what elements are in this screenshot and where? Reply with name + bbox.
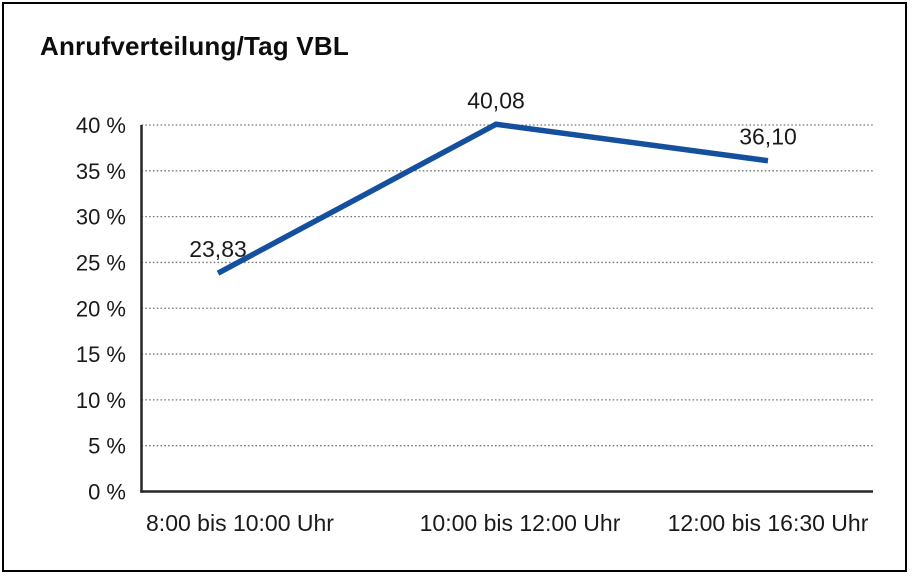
y-tick-label: 40 % [76, 113, 126, 138]
data-point-label: 23,83 [189, 236, 247, 262]
data-point-label: 36,10 [739, 124, 797, 150]
y-tick-label: 0 % [88, 480, 126, 505]
y-tick-label: 5 % [88, 434, 126, 459]
y-tick-label: 35 % [76, 159, 126, 184]
y-tick-label: 10 % [76, 388, 126, 413]
chart-frame [2, 2, 907, 572]
y-tick-label: 30 % [76, 205, 126, 230]
y-tick-label: 25 % [76, 250, 126, 275]
data-line [216, 121, 769, 276]
chart-title: Anrufverteilung/Tag VBL [40, 31, 349, 61]
y-tick-label: 15 % [76, 342, 126, 367]
y-tick-label: 20 % [76, 296, 126, 321]
x-category-label: 12:00 bis 16:30 Uhr [668, 510, 869, 536]
x-category-label: 10:00 bis 12:00 Uhr [420, 510, 621, 536]
data-point-label: 40,08 [467, 87, 525, 113]
x-category-label: 8:00 bis 10:00 Uhr [146, 510, 334, 536]
